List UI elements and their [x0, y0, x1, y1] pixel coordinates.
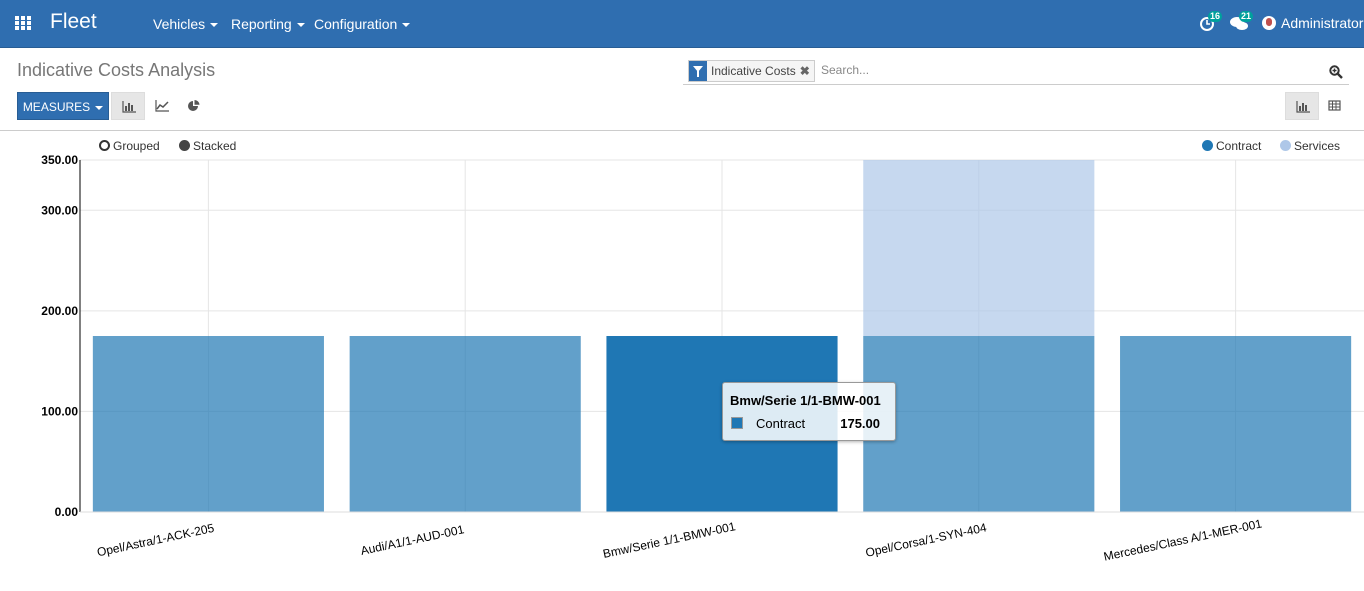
- bar-contract: [1120, 336, 1352, 512]
- grouped-label: Grouped: [113, 139, 160, 153]
- bar-services: [863, 160, 1095, 336]
- x-tick-label: Opel/Corsa/1-SYN-404: [864, 520, 988, 559]
- caret-down-icon: [402, 23, 411, 28]
- legend-services[interactable]: Services: [1280, 139, 1340, 153]
- facet-label: Indicative Costs: [711, 64, 796, 78]
- radio-filled-icon: [179, 140, 190, 151]
- menu-reporting-label: Reporting: [231, 16, 292, 32]
- stacked-toggle[interactable]: Stacked: [179, 139, 236, 153]
- app-brand[interactable]: Fleet: [50, 10, 97, 33]
- search-bar: Indicative Costs ✖: [683, 59, 1349, 85]
- table-icon: [1328, 100, 1341, 111]
- chart-tooltip: Bmw/Serie 1/1-BMW-001 Contract 175.00: [722, 382, 896, 441]
- menu-configuration-label: Configuration: [314, 16, 398, 32]
- legend-contract-swatch: [1202, 140, 1213, 151]
- tooltip-value: 175.00: [840, 416, 880, 431]
- filter-icon: [689, 61, 707, 81]
- y-tick-label: 350.00: [41, 153, 78, 167]
- legend-services-label: Services: [1294, 139, 1341, 153]
- messages-chat-icon[interactable]: 21: [1229, 11, 1253, 34]
- x-tick-label: Opel/Astra/1-ACK-205: [96, 521, 216, 560]
- measures-label: MEASURES: [22, 100, 91, 114]
- search-facet: Indicative Costs ✖: [688, 60, 815, 82]
- control-panel-divider: [0, 130, 1364, 131]
- bar-contract: [92, 336, 324, 512]
- bar-contract: [863, 336, 1095, 512]
- menu-vehicles-label: Vehicles: [153, 16, 206, 32]
- y-tick-label: 200.00: [41, 304, 78, 318]
- app-grid-icon[interactable]: [15, 16, 33, 31]
- line-chart-mode-button[interactable]: [145, 92, 179, 120]
- pie-chart-mode-button[interactable]: [177, 92, 211, 120]
- pivot-view-button[interactable]: [1318, 92, 1352, 120]
- bar-chart: 0.00 100.00 200.00 300.00 350.00 Opel/Astra/1…: [41, 153, 1364, 564]
- legend-contract[interactable]: Contract: [1202, 139, 1261, 153]
- activities-clock-icon[interactable]: 16: [1198, 11, 1222, 34]
- pie-chart-icon: [188, 100, 200, 111]
- facet-remove-icon[interactable]: ✖: [799, 64, 810, 78]
- caret-down-icon: [95, 105, 104, 110]
- x-tick-label: Audi/A1/1-AUD-001: [359, 522, 465, 558]
- bar-chart-icon: [122, 101, 136, 113]
- graph-view-button[interactable]: [1285, 92, 1319, 120]
- menu-configuration[interactable]: Configuration: [314, 16, 411, 32]
- caret-down-icon: [210, 23, 219, 28]
- bar-chart-icon: [1296, 101, 1310, 113]
- page-title: Indicative Costs Analysis: [17, 60, 216, 80]
- menu-reporting[interactable]: Reporting: [231, 16, 305, 32]
- avatar: [1262, 16, 1276, 30]
- x-tick-label: Bmw/Serie 1/1-BMW-001: [602, 519, 737, 561]
- caret-down-icon: [296, 23, 305, 28]
- user-name: Administrator: [1281, 15, 1364, 31]
- tooltip-title: Bmw/Serie 1/1-BMW-001: [730, 393, 881, 408]
- radio-empty-icon: [99, 140, 110, 151]
- grouped-toggle[interactable]: Grouped: [99, 139, 160, 153]
- y-tick-label: 100.00: [41, 404, 78, 418]
- tooltip-swatch: [731, 417, 743, 429]
- legend-contract-label: Contract: [1216, 139, 1262, 153]
- stacked-label: Stacked: [193, 139, 237, 153]
- line-chart-icon: [155, 100, 169, 112]
- bar-contract: [349, 336, 581, 512]
- measures-button[interactable]: MEASURES: [17, 92, 109, 120]
- user-menu[interactable]: Administrator: [1262, 15, 1363, 31]
- bar-chart-mode-button[interactable]: [111, 92, 145, 120]
- tooltip-series: Contract: [756, 416, 806, 431]
- messages-count-badge: 21: [1238, 11, 1253, 22]
- y-tick-label: 0.00: [55, 505, 79, 519]
- search-icon[interactable]: [1329, 65, 1343, 79]
- menu-vehicles[interactable]: Vehicles: [153, 16, 219, 32]
- search-input[interactable]: [821, 63, 1301, 77]
- top-navbar: Fleet Vehicles Reporting Configuration 1…: [0, 0, 1364, 48]
- y-tick-label: 300.00: [41, 203, 78, 217]
- activities-count-badge: 16: [1207, 11, 1222, 22]
- legend-services-swatch: [1280, 140, 1291, 151]
- x-tick-label: Mercedes/Class A/1-MER-001: [1102, 516, 1263, 563]
